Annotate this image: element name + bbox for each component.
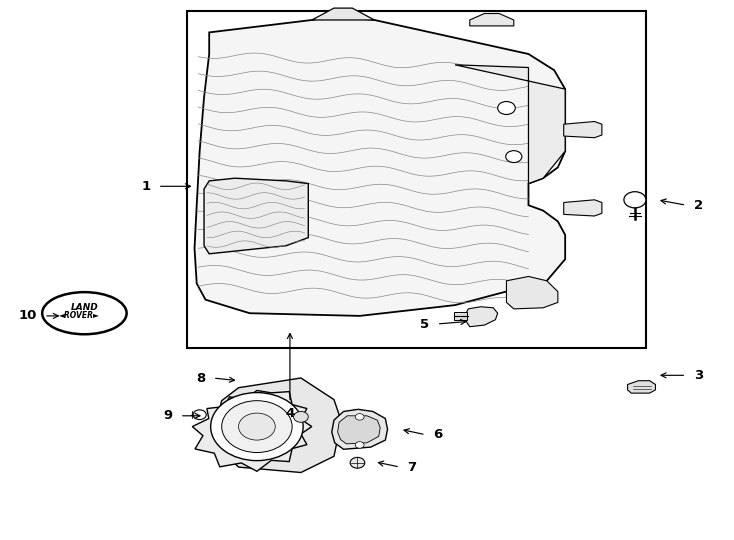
Circle shape bbox=[211, 393, 303, 461]
Text: 4: 4 bbox=[286, 407, 294, 420]
Text: 6: 6 bbox=[433, 428, 443, 441]
Text: 5: 5 bbox=[421, 318, 429, 330]
Text: 10: 10 bbox=[18, 309, 37, 322]
Circle shape bbox=[624, 192, 646, 208]
Polygon shape bbox=[628, 381, 655, 393]
Polygon shape bbox=[454, 312, 467, 320]
Polygon shape bbox=[564, 200, 602, 216]
Circle shape bbox=[355, 414, 364, 420]
Polygon shape bbox=[332, 409, 388, 449]
Circle shape bbox=[498, 102, 515, 114]
Circle shape bbox=[193, 410, 206, 420]
Polygon shape bbox=[192, 390, 312, 471]
Text: 1: 1 bbox=[142, 180, 150, 193]
Polygon shape bbox=[217, 378, 341, 472]
Text: 2: 2 bbox=[694, 199, 702, 212]
Polygon shape bbox=[195, 16, 565, 316]
Polygon shape bbox=[204, 178, 308, 254]
Circle shape bbox=[239, 413, 275, 440]
Text: ◄ROVER►: ◄ROVER► bbox=[59, 312, 100, 320]
Circle shape bbox=[350, 457, 365, 468]
Circle shape bbox=[506, 151, 522, 163]
Polygon shape bbox=[465, 307, 498, 327]
Ellipse shape bbox=[42, 292, 126, 334]
Bar bbox=[187, 11, 646, 348]
Polygon shape bbox=[564, 122, 602, 138]
Text: 7: 7 bbox=[407, 461, 416, 474]
Polygon shape bbox=[470, 14, 514, 26]
Polygon shape bbox=[455, 65, 565, 184]
Circle shape bbox=[355, 442, 364, 448]
Polygon shape bbox=[506, 276, 558, 309]
Circle shape bbox=[222, 401, 292, 453]
Text: 3: 3 bbox=[694, 369, 703, 382]
Text: LAND: LAND bbox=[70, 303, 98, 312]
Text: 8: 8 bbox=[196, 372, 206, 384]
Polygon shape bbox=[312, 8, 374, 20]
Polygon shape bbox=[338, 416, 380, 444]
Text: 9: 9 bbox=[164, 409, 172, 422]
Circle shape bbox=[294, 411, 308, 422]
